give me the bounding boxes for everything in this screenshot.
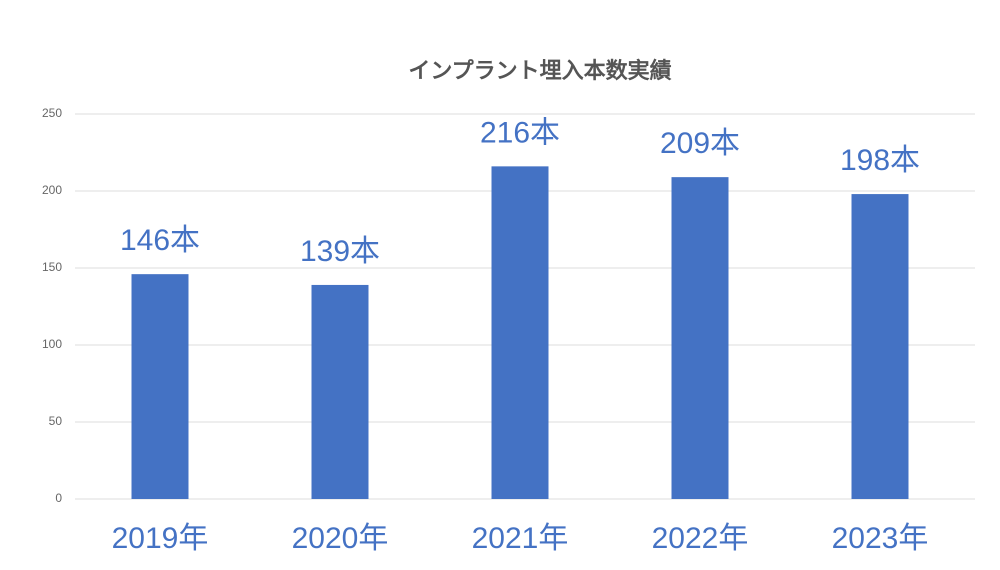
x-tick-label: 2020年 (292, 522, 389, 555)
value-label: 209本 (660, 127, 740, 160)
bar (851, 194, 909, 499)
y-tick-label: 50 (49, 414, 63, 428)
x-tick-label: 2022年 (652, 522, 749, 555)
y-tick-label: 200 (42, 183, 62, 197)
y-tick-label: 250 (42, 106, 62, 120)
value-label: 216本 (480, 116, 560, 149)
x-tick-label: 2023年 (832, 522, 929, 555)
y-tick-label: 150 (42, 260, 62, 274)
bar (311, 284, 369, 499)
value-label: 139本 (300, 235, 380, 268)
x-tick-label: 2021年 (472, 522, 569, 555)
value-label: 198本 (840, 144, 920, 177)
x-tick-label: 2019年 (112, 522, 209, 555)
y-tick-label: 0 (55, 491, 62, 505)
chart-title: インプラント埋入本数実績 (408, 58, 671, 83)
bar (671, 177, 729, 499)
bar (491, 166, 549, 500)
y-tick-label: 100 (42, 337, 62, 351)
value-label: 146本 (120, 224, 200, 257)
bar (131, 274, 189, 499)
